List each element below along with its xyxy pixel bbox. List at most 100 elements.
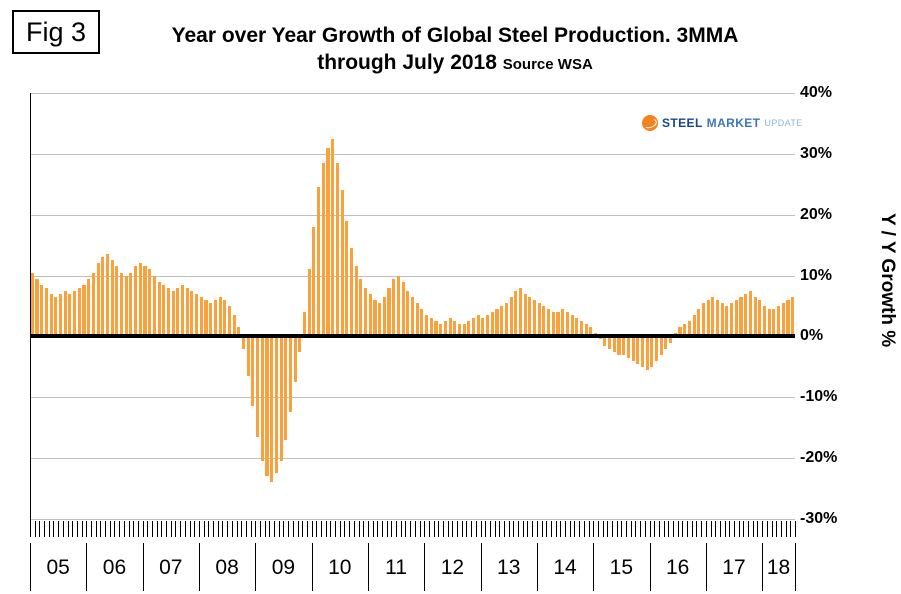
logo-globe-icon [642, 115, 658, 131]
bar [335, 162, 339, 337]
month-tick [790, 521, 792, 537]
year-label: 12 [440, 556, 465, 579]
month-tick [142, 521, 144, 537]
month-tick [86, 521, 88, 537]
bar [420, 309, 424, 337]
bar [434, 321, 438, 337]
bar [471, 318, 476, 337]
month-tick [391, 521, 393, 537]
bar [462, 324, 466, 337]
y-tick-label: 30% [800, 145, 833, 162]
month-tick [194, 521, 196, 537]
bar [608, 336, 612, 349]
bar [166, 287, 170, 337]
bar [307, 269, 311, 337]
year-separator [86, 543, 88, 591]
bar [134, 266, 138, 337]
month-tick [748, 521, 750, 537]
bar [664, 336, 668, 349]
bar [260, 336, 264, 462]
month-tick [663, 521, 665, 537]
month-tick [527, 521, 529, 537]
bar [711, 296, 715, 337]
bar [190, 290, 194, 337]
month-tick [410, 521, 412, 537]
bar [570, 315, 574, 337]
month-tick [123, 521, 125, 537]
bar [791, 296, 795, 337]
month-tick [381, 521, 383, 537]
bar [143, 266, 147, 337]
month-tick [471, 521, 473, 537]
bar [701, 302, 706, 337]
month-tick [719, 521, 721, 537]
month-tick [452, 521, 454, 537]
bar [753, 296, 757, 337]
month-tick [335, 521, 337, 537]
bar [683, 324, 687, 337]
month-tick [241, 521, 243, 537]
month-tick [776, 521, 778, 537]
month-tick [306, 521, 308, 537]
month-tick [250, 521, 252, 537]
month-tick [649, 521, 651, 537]
month-tick [166, 521, 168, 537]
bar [279, 336, 283, 462]
bar [35, 278, 39, 337]
bar [429, 318, 433, 337]
bar [528, 296, 532, 337]
month-tick [560, 521, 562, 537]
month-tick [795, 521, 796, 537]
month-tick [602, 521, 604, 537]
year-label: 11 [385, 556, 407, 579]
year-label: 17 [722, 556, 746, 579]
month-tick [358, 521, 360, 537]
bar [692, 315, 696, 337]
logo-word-update: UPDATE [764, 118, 803, 128]
bar [500, 306, 504, 337]
month-tick [152, 521, 154, 537]
month-tick [729, 521, 731, 537]
bar [415, 302, 419, 337]
bar [645, 336, 649, 370]
month-tick [48, 521, 50, 537]
y-axis-title: Y / Y Growth % [877, 212, 898, 348]
year-label: 16 [665, 556, 690, 579]
bar [199, 296, 203, 337]
bar [650, 336, 654, 367]
month-tick [546, 521, 548, 537]
year-label: 08 [215, 556, 239, 579]
month-tick [499, 521, 501, 537]
month-tick [715, 521, 717, 537]
month-tick [457, 521, 459, 537]
month-tick [489, 521, 491, 537]
year-label: 15 [609, 556, 634, 579]
y-tick-label: -20% [800, 449, 838, 466]
bar [185, 287, 189, 337]
bar [687, 321, 691, 337]
bar [54, 296, 58, 337]
gridline [30, 519, 795, 520]
month-tick [414, 521, 416, 537]
gridline [30, 93, 795, 94]
month-tick [682, 521, 684, 537]
bar [340, 190, 344, 337]
month-tick [62, 521, 64, 537]
month-tick [325, 521, 327, 537]
year-separator [424, 543, 426, 591]
month-tick [180, 521, 182, 537]
bar [532, 299, 537, 337]
bar [636, 336, 640, 364]
month-tick [555, 521, 557, 537]
bar [575, 318, 579, 337]
month-tick [81, 521, 83, 537]
month-tick [438, 521, 440, 537]
bar [204, 299, 208, 337]
bar [246, 336, 250, 376]
year-label: 09 [271, 556, 296, 579]
month-tick [635, 521, 637, 537]
year-separator [536, 543, 538, 591]
month-tick [119, 521, 121, 537]
bar [232, 315, 236, 337]
month-tick [184, 521, 186, 537]
